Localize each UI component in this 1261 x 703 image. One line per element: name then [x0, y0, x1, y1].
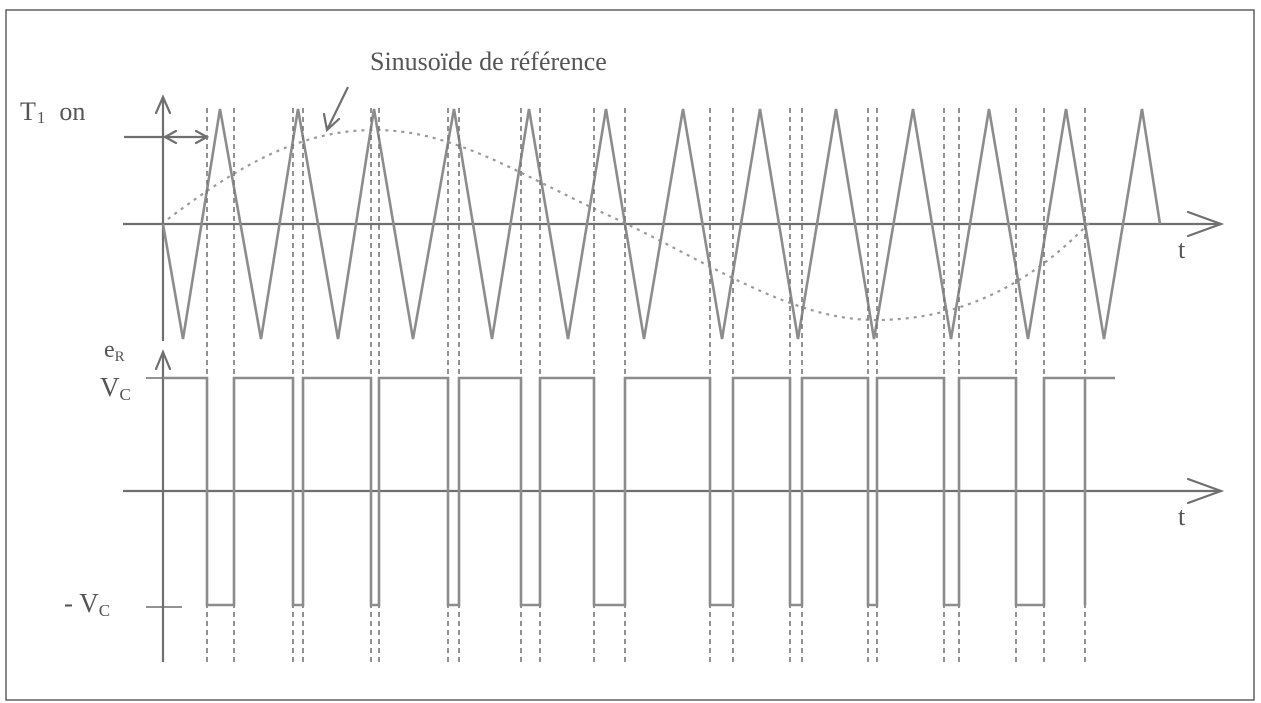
sine-reference-label: Sinusoïde de référence: [370, 47, 607, 76]
t1-on-label: T1 on: [20, 97, 85, 127]
top-vertical-axis: [154, 94, 172, 341]
triangular-carrier: [161, 108, 1162, 340]
top-time-axis: [123, 210, 1225, 238]
bottom-time-axis-label: t: [1178, 502, 1186, 531]
top-time-axis-label: t: [1178, 235, 1186, 264]
sine-reference-pointer: [322, 86, 349, 133]
diagram-frame: [5, 9, 1255, 701]
vc-label: VC: [100, 372, 131, 404]
pwm-output-waveform: [163, 376, 1087, 607]
bottom-time-axis: [123, 477, 1225, 505]
switching-guides: [206, 108, 1086, 662]
er-label: eR: [104, 337, 125, 365]
bottom-vertical-axis: [154, 349, 172, 662]
t1-on-duration-marker: [124, 129, 210, 145]
reference-sinusoid: [167, 128, 1091, 322]
minus-vc-label: - VC: [64, 588, 110, 620]
